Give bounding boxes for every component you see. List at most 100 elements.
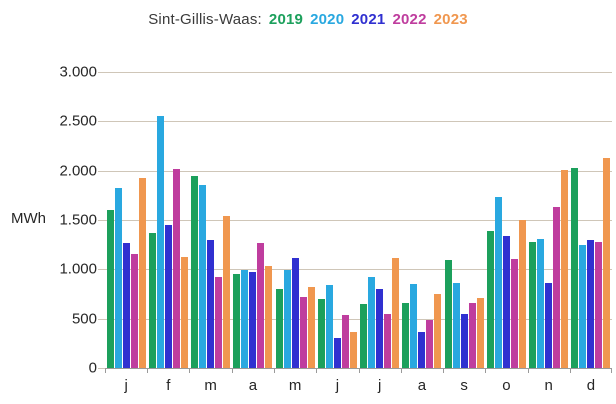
legend-year-2020: 2020: [310, 11, 345, 28]
month-label-11: n: [544, 377, 553, 394]
bar-2019-month-8: [402, 302, 410, 368]
bar-2020-month-9: [452, 283, 460, 368]
bar-2022-month-5: [299, 296, 307, 368]
y-axis-tick: [98, 121, 105, 123]
y-axis-tick: [98, 170, 105, 172]
y-axis-tick-labels: 3.000 2.500 2.000 1.500 1.000 500 0: [0, 64, 97, 377]
month-label-8: a: [417, 377, 427, 394]
month-label-3: m: [204, 377, 217, 394]
bar-2022-month-4: [257, 242, 265, 368]
bar-2021-month-3: [207, 239, 215, 368]
month-label-2: f: [166, 377, 171, 394]
y-axis-tick: [98, 72, 105, 73]
bar-2020-month-7: [368, 277, 376, 368]
y-axis-tick: [98, 269, 105, 271]
x-axis-tick: [105, 369, 106, 373]
bar-2022-month-6: [341, 314, 349, 368]
y-axis-unit-label: MWh: [11, 210, 46, 227]
bar-2019-month-4: [233, 274, 241, 368]
x-axis-tick: [358, 369, 360, 373]
bar-2021-month-1: [122, 242, 130, 368]
bar-2023-month-11: [561, 169, 569, 368]
gridline: [105, 121, 612, 123]
y-axis-tick: [98, 318, 105, 320]
x-axis-tick: [273, 369, 275, 373]
y-tick-label-0: 0: [88, 359, 97, 377]
bar-group-month-6: [316, 72, 358, 368]
x-axis-tick: [442, 369, 444, 373]
bar-2019-month-2: [148, 232, 156, 368]
bar-2019-month-10: [486, 230, 494, 368]
bar-group-month-4: [232, 72, 274, 368]
x-axis-line: [105, 368, 612, 369]
bar-2019-month-3: [191, 175, 199, 368]
month-label-12: d: [586, 377, 596, 394]
bar-2020-month-2: [156, 116, 164, 368]
bar-2023-month-12: [603, 157, 611, 368]
legend-year-2019: 2019: [268, 11, 304, 28]
month-label-4: a: [248, 377, 258, 394]
month-label-10: o: [502, 377, 511, 394]
bar-2023-month-6: [349, 331, 357, 368]
bar-2022-month-7: [384, 313, 392, 368]
bar-2021-month-6: [333, 338, 341, 368]
bar-2020-month-1: [114, 188, 122, 368]
bar-2020-month-11: [537, 238, 545, 368]
bar-2020-month-4: [241, 270, 249, 368]
bar-2021-month-11: [545, 283, 553, 368]
bar-2023-month-2: [180, 256, 188, 368]
y-tick-label-2.500: 2.500: [59, 112, 97, 130]
legend-year-2022: 2022: [392, 11, 427, 28]
bar-group-month-5: [274, 72, 316, 368]
bar-2020-month-10: [494, 197, 502, 368]
x-axis-tick: [569, 369, 571, 373]
legend-year-2021: 2021: [351, 11, 386, 28]
bar-2019-month-9: [444, 260, 452, 368]
bar-2021-month-4: [249, 272, 257, 368]
bar-2020-month-8: [410, 284, 418, 368]
bar-2021-month-9: [460, 313, 468, 368]
chart-title-legend: 2019 2020 2021 2022 2023: [262, 11, 468, 28]
month-label-1: j: [124, 377, 128, 394]
x-axis-tick: [485, 369, 487, 373]
y-tick-label-1.000: 1.000: [59, 260, 97, 278]
bar-2021-month-7: [376, 289, 384, 368]
bar-group-month-1: [105, 72, 147, 368]
bar-group-month-2: [147, 72, 189, 368]
bar-2019-month-6: [317, 298, 325, 368]
plot-area: [98, 72, 612, 373]
gridline: [105, 72, 612, 73]
legend-year-2023: 2023: [433, 11, 468, 28]
bar-2023-month-5: [307, 287, 315, 368]
y-axis-tick: [98, 220, 105, 221]
bar-2022-month-8: [426, 319, 434, 368]
bar-2022-month-2: [172, 168, 180, 368]
month-label-6: j: [335, 377, 340, 394]
bar-2020-month-3: [199, 185, 207, 368]
month-label-5: m: [288, 377, 302, 394]
bar-2022-month-3: [215, 277, 223, 368]
bar-group-month-8: [401, 72, 443, 368]
bar-2021-month-12: [587, 239, 595, 368]
bar-group-month-7: [359, 72, 401, 368]
bar-group-month-3: [190, 72, 232, 368]
bar-2019-month-12: [571, 167, 579, 368]
bar-2023-month-9: [476, 297, 484, 368]
bar-2023-month-7: [392, 257, 400, 368]
y-tick-label-3.000: 3.000: [59, 63, 97, 81]
y-tick-label-1.500: 1.500: [59, 211, 97, 229]
bar-group-month-9: [443, 72, 485, 368]
bar-2023-month-1: [138, 177, 146, 368]
bar-2022-month-1: [130, 253, 138, 368]
x-axis-tick: [316, 369, 318, 373]
x-axis-tick: [611, 369, 612, 373]
bar-2021-month-5: [291, 257, 299, 368]
bar-2022-month-11: [553, 207, 561, 368]
y-tick-label-500: 500: [71, 310, 97, 328]
x-axis-tick: [147, 369, 149, 373]
bar-2019-month-7: [360, 303, 368, 368]
gridline: [105, 318, 612, 320]
x-axis-tick: [527, 369, 529, 373]
bar-2021-month-2: [164, 224, 172, 368]
chart-title: Sint-Gillis-Waas: 2019 2020 2021 2022 2023: [0, 11, 616, 28]
